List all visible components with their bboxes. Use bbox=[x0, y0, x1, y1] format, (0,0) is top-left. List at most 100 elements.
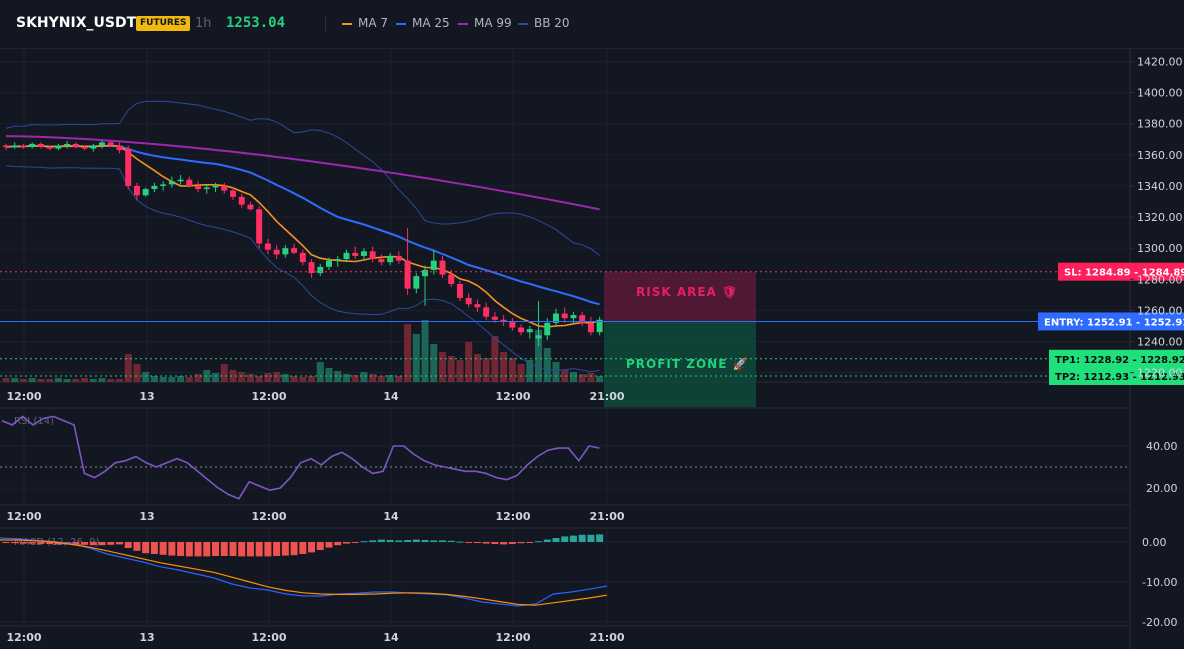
rsi-tick-label: 40.00 bbox=[1146, 440, 1178, 453]
macd-histogram-bar bbox=[212, 542, 220, 556]
rsi-pane[interactable]: RSI (14) bbox=[1, 415, 600, 500]
macd-histogram-bar bbox=[194, 542, 202, 557]
volume-bar bbox=[46, 379, 54, 382]
price-tick-label: 1380.00 bbox=[1137, 118, 1183, 131]
volume-bar bbox=[142, 372, 150, 382]
macd-histogram-bar bbox=[255, 542, 263, 557]
macd-histogram-bar bbox=[229, 542, 237, 556]
macd-histogram-bar bbox=[342, 542, 350, 544]
volume-bar bbox=[430, 344, 438, 382]
ma25-line bbox=[5, 144, 600, 306]
time-tick-label: 21:00 bbox=[589, 631, 624, 644]
timeframe-label[interactable]: 1h bbox=[195, 16, 212, 31]
macd-histogram-bar bbox=[133, 542, 141, 551]
candle-body bbox=[11, 145, 18, 148]
bollinger-upper bbox=[5, 100, 600, 256]
volume-bar bbox=[465, 342, 473, 382]
volume-bar bbox=[185, 377, 193, 382]
candle-body bbox=[291, 248, 298, 253]
volume-bar bbox=[316, 362, 324, 382]
time-tick-label: 13 bbox=[139, 631, 154, 644]
candle-body bbox=[72, 143, 79, 148]
legend-bb20[interactable]: BB 20 bbox=[518, 16, 570, 30]
price-tick-label: 1280.00 bbox=[1137, 273, 1183, 286]
entry-level-label: ENTRY: 1252.91 - 1252.91 bbox=[1044, 317, 1184, 328]
candle-body bbox=[413, 276, 420, 289]
candle-body bbox=[570, 315, 577, 319]
candle-body bbox=[282, 248, 289, 255]
volume-bar bbox=[194, 374, 202, 382]
macd-histogram-bar bbox=[404, 540, 412, 542]
candle-body bbox=[247, 204, 254, 210]
price-tick-label: 1420.00 bbox=[1137, 55, 1183, 68]
macd-histogram-bar bbox=[334, 542, 342, 546]
candle-body bbox=[168, 181, 175, 185]
volume-bar bbox=[11, 378, 19, 382]
candle-body bbox=[439, 260, 446, 275]
volume-bar bbox=[290, 376, 298, 382]
macd-histogram-bar bbox=[81, 542, 89, 545]
volume-bar bbox=[115, 379, 123, 382]
volume-bar bbox=[587, 373, 595, 382]
last-price: 1253.04 bbox=[226, 15, 286, 31]
price-pane[interactable]: RISK AREA 🛡 PROFIT ZONE 🚀 SL: 1284.89 - … bbox=[0, 100, 1184, 407]
legend-ma25[interactable]: MA 25 bbox=[396, 16, 450, 30]
time-tick-label: 12:00 bbox=[495, 390, 530, 403]
macd-histogram-bar bbox=[456, 541, 464, 543]
candle-body bbox=[264, 243, 271, 250]
sl-level-badge bbox=[1058, 262, 1184, 281]
macd-histogram-bar bbox=[386, 540, 394, 542]
macd-histogram-bar bbox=[491, 542, 499, 544]
macd-pane[interactable]: MACD (12, 26, 9) bbox=[0, 534, 608, 607]
candle-body bbox=[3, 145, 9, 148]
candle-body bbox=[116, 145, 123, 151]
legend-ma7[interactable]: MA 7 bbox=[342, 16, 388, 30]
volume-bar bbox=[473, 354, 481, 382]
macd-histogram-bar bbox=[377, 539, 385, 542]
time-tick-label: 21:00 bbox=[589, 510, 624, 523]
candle-body bbox=[37, 143, 44, 148]
macd-histogram-bar bbox=[159, 542, 167, 555]
macd-histogram-bar bbox=[98, 542, 106, 546]
volume-bar bbox=[334, 371, 342, 382]
volume-bar bbox=[238, 372, 246, 382]
candle-body bbox=[125, 148, 132, 186]
macd-histogram-bar bbox=[37, 542, 45, 544]
candle-body bbox=[483, 307, 490, 317]
macd-histogram-bar bbox=[220, 542, 228, 556]
volume-bar bbox=[81, 378, 89, 382]
macd-histogram-bar bbox=[552, 538, 560, 542]
legend-ma99[interactable]: MA 99 bbox=[458, 16, 512, 30]
candle-body bbox=[317, 266, 324, 274]
tp1-level-badge bbox=[1049, 349, 1184, 368]
candle-body bbox=[596, 319, 603, 333]
macd-tick-label: 0.00 bbox=[1142, 536, 1167, 549]
symbol-title[interactable]: SKHYNIX_USDT bbox=[16, 15, 137, 31]
volume-bar bbox=[107, 379, 115, 382]
volume-bar bbox=[159, 377, 167, 382]
volume-bar bbox=[63, 379, 71, 382]
macd-histogram-bar bbox=[473, 542, 481, 543]
volume-bar bbox=[578, 374, 586, 382]
macd-histogram-bar bbox=[543, 539, 551, 542]
price-tick-label: 1240.00 bbox=[1137, 336, 1183, 349]
volume-bar bbox=[28, 378, 36, 382]
time-tick-label: 12:00 bbox=[251, 510, 286, 523]
volume-bar bbox=[124, 354, 132, 382]
volume-bar bbox=[2, 378, 10, 382]
macd-histogram-bar bbox=[89, 542, 97, 546]
candle-body bbox=[256, 209, 263, 244]
candle-body bbox=[90, 145, 97, 149]
candle-body bbox=[474, 304, 481, 308]
macd-histogram-bar bbox=[482, 542, 490, 544]
ma99-line bbox=[5, 135, 600, 211]
macd-histogram-bar bbox=[421, 540, 429, 542]
volume-bar bbox=[273, 372, 281, 382]
macd-histogram-bar bbox=[72, 542, 80, 545]
macd-histogram-bar bbox=[264, 542, 272, 557]
candle-body bbox=[561, 313, 568, 319]
candle-body bbox=[587, 322, 594, 333]
time-tick-label: 12:00 bbox=[251, 631, 286, 644]
grid bbox=[0, 48, 1131, 649]
